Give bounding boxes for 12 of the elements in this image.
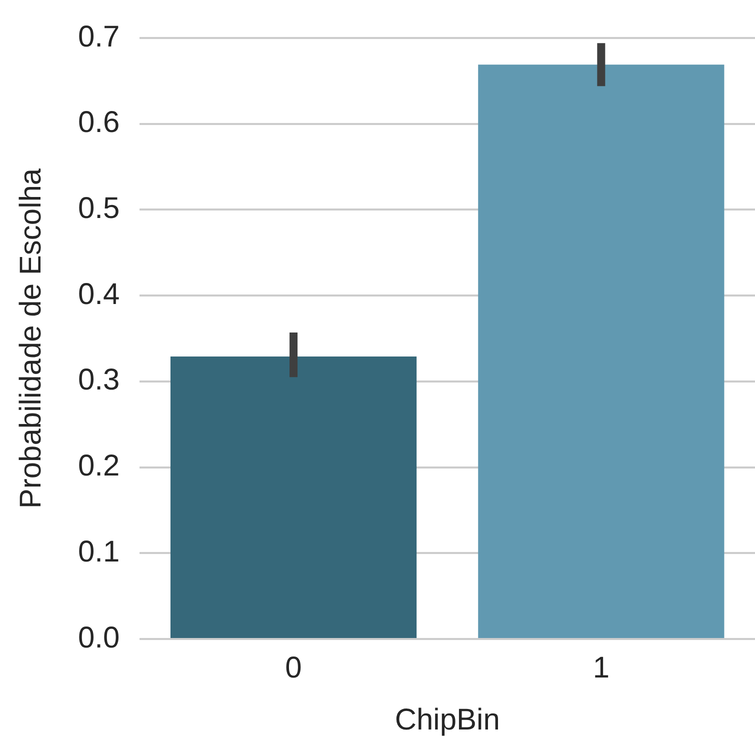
x-axis-title: ChipBin xyxy=(394,703,500,736)
y-tick-label: 0.0 xyxy=(78,621,120,654)
y-tick-label: 0.6 xyxy=(78,106,120,140)
y-tick-label: 0.3 xyxy=(78,364,120,397)
x-tick-label: 1 xyxy=(592,651,610,684)
x-tick-label: 0 xyxy=(285,651,302,684)
y-tick-label: 0.2 xyxy=(78,450,120,483)
y-axis-title: Probabilidade de Escolha xyxy=(14,168,48,509)
y-tick-label: 0.1 xyxy=(78,535,120,568)
y-tick-label: 0.7 xyxy=(78,20,120,54)
y-tick-label: 0.4 xyxy=(78,278,120,311)
y-tick-label: 0.5 xyxy=(78,192,120,225)
